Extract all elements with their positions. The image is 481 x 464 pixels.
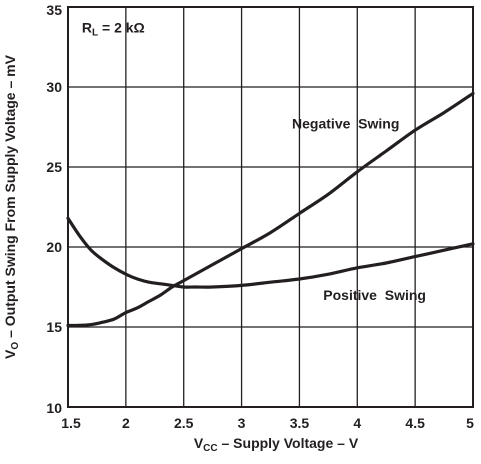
annotation-neg: Negative Swing <box>292 116 399 132</box>
x-tick-label: 4 <box>353 415 361 431</box>
annotation-pos: Positive Swing <box>323 287 426 303</box>
annotation-subscript: L <box>92 28 98 39</box>
y-tick-label: 15 <box>46 319 62 335</box>
x-tick-label: 2 <box>122 415 130 431</box>
annotation-rl: RL = 2 kΩ <box>82 20 145 39</box>
x-axis-title: VCC – Supply Voltage – V <box>194 435 359 454</box>
x-tick-label: 2.5 <box>174 415 194 431</box>
positive-swing-line <box>66 216 475 289</box>
y-tick-label: 30 <box>46 79 62 95</box>
x-axis-title-rest: – Supply Voltage – V <box>218 435 359 451</box>
y-axis-title-prefix: V <box>2 349 18 359</box>
y-axis-title-rest: – Output Swing From Supply Voltage – mV <box>2 54 18 341</box>
y-axis-title-subscript: O <box>10 342 21 350</box>
x-tick-label: 5 <box>466 415 474 431</box>
annotation-prefix: R <box>82 20 92 36</box>
plot-frame <box>67 6 474 408</box>
x-tick-label: 1.5 <box>61 415 81 431</box>
x-axis-title-prefix: V <box>194 435 204 451</box>
x-tick-label: 3 <box>238 415 246 431</box>
series-layer <box>66 91 475 328</box>
x-tick-label: 3.5 <box>290 415 310 431</box>
x-axis-title-subscript: CC <box>203 443 217 454</box>
y-tick-label: 20 <box>46 239 62 255</box>
negative-swing-line <box>66 91 475 328</box>
x-tick-label: 4.5 <box>405 415 425 431</box>
annotation-layer: RL = 2 kΩ Negative Swing Positive Swing <box>82 20 426 303</box>
annotation-rest: = 2 kΩ <box>98 20 145 36</box>
y-axis-title: VO – Output Swing From Supply Voltage – … <box>2 54 21 359</box>
y-tick-label: 35 <box>46 2 62 18</box>
grid-layer <box>68 7 473 407</box>
y-tick-label: 10 <box>46 400 62 416</box>
y-tick-label: 25 <box>46 159 62 175</box>
tick-layer: 1.5 2 2.5 3 3.5 4 4.5 5 10 15 20 25 30 35 <box>46 2 474 431</box>
